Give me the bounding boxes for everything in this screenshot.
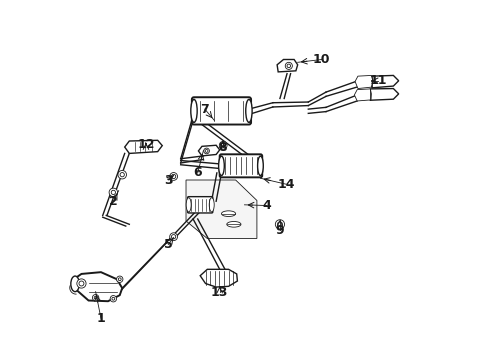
Polygon shape xyxy=(354,76,372,89)
Text: 2: 2 xyxy=(109,195,118,208)
Circle shape xyxy=(109,188,118,197)
Polygon shape xyxy=(72,272,122,301)
Ellipse shape xyxy=(218,156,224,176)
Text: 9: 9 xyxy=(275,224,284,237)
Circle shape xyxy=(110,296,116,302)
Text: 5: 5 xyxy=(163,238,172,251)
Circle shape xyxy=(169,172,177,180)
Text: 10: 10 xyxy=(312,53,330,66)
Text: 3: 3 xyxy=(163,174,172,186)
Circle shape xyxy=(169,233,177,240)
Circle shape xyxy=(286,64,290,68)
Ellipse shape xyxy=(209,198,214,212)
Circle shape xyxy=(219,141,226,149)
Circle shape xyxy=(118,278,121,281)
Text: 14: 14 xyxy=(277,178,294,191)
Ellipse shape xyxy=(257,156,263,176)
FancyBboxPatch shape xyxy=(187,197,212,213)
Circle shape xyxy=(285,62,292,69)
Ellipse shape xyxy=(221,211,235,216)
Polygon shape xyxy=(124,140,162,153)
Text: 11: 11 xyxy=(369,74,386,87)
Text: 7: 7 xyxy=(200,103,209,116)
Polygon shape xyxy=(277,59,297,72)
Ellipse shape xyxy=(245,99,252,122)
Polygon shape xyxy=(354,89,370,101)
Ellipse shape xyxy=(186,198,191,212)
Circle shape xyxy=(94,296,97,299)
Circle shape xyxy=(171,174,175,179)
Text: 13: 13 xyxy=(210,286,228,299)
Circle shape xyxy=(92,294,99,301)
FancyBboxPatch shape xyxy=(219,154,262,177)
Ellipse shape xyxy=(71,276,79,292)
Circle shape xyxy=(171,235,175,239)
Ellipse shape xyxy=(226,221,241,227)
Circle shape xyxy=(77,279,86,288)
Text: 4: 4 xyxy=(262,199,270,212)
Text: 8: 8 xyxy=(218,141,226,154)
Text: 12: 12 xyxy=(137,138,154,151)
Ellipse shape xyxy=(190,99,197,122)
Polygon shape xyxy=(198,145,219,156)
FancyBboxPatch shape xyxy=(191,97,250,125)
Circle shape xyxy=(79,281,84,286)
Circle shape xyxy=(120,172,124,177)
Polygon shape xyxy=(185,180,256,238)
Polygon shape xyxy=(366,89,398,100)
Polygon shape xyxy=(200,269,237,287)
Text: 6: 6 xyxy=(193,166,202,179)
Polygon shape xyxy=(368,76,398,88)
Circle shape xyxy=(118,170,126,179)
Circle shape xyxy=(277,222,282,227)
Text: 1: 1 xyxy=(96,312,105,325)
Circle shape xyxy=(116,276,122,283)
Circle shape xyxy=(112,297,115,300)
Circle shape xyxy=(275,220,284,229)
Circle shape xyxy=(205,149,207,152)
Circle shape xyxy=(203,148,209,154)
Circle shape xyxy=(221,143,225,147)
Circle shape xyxy=(111,190,115,194)
